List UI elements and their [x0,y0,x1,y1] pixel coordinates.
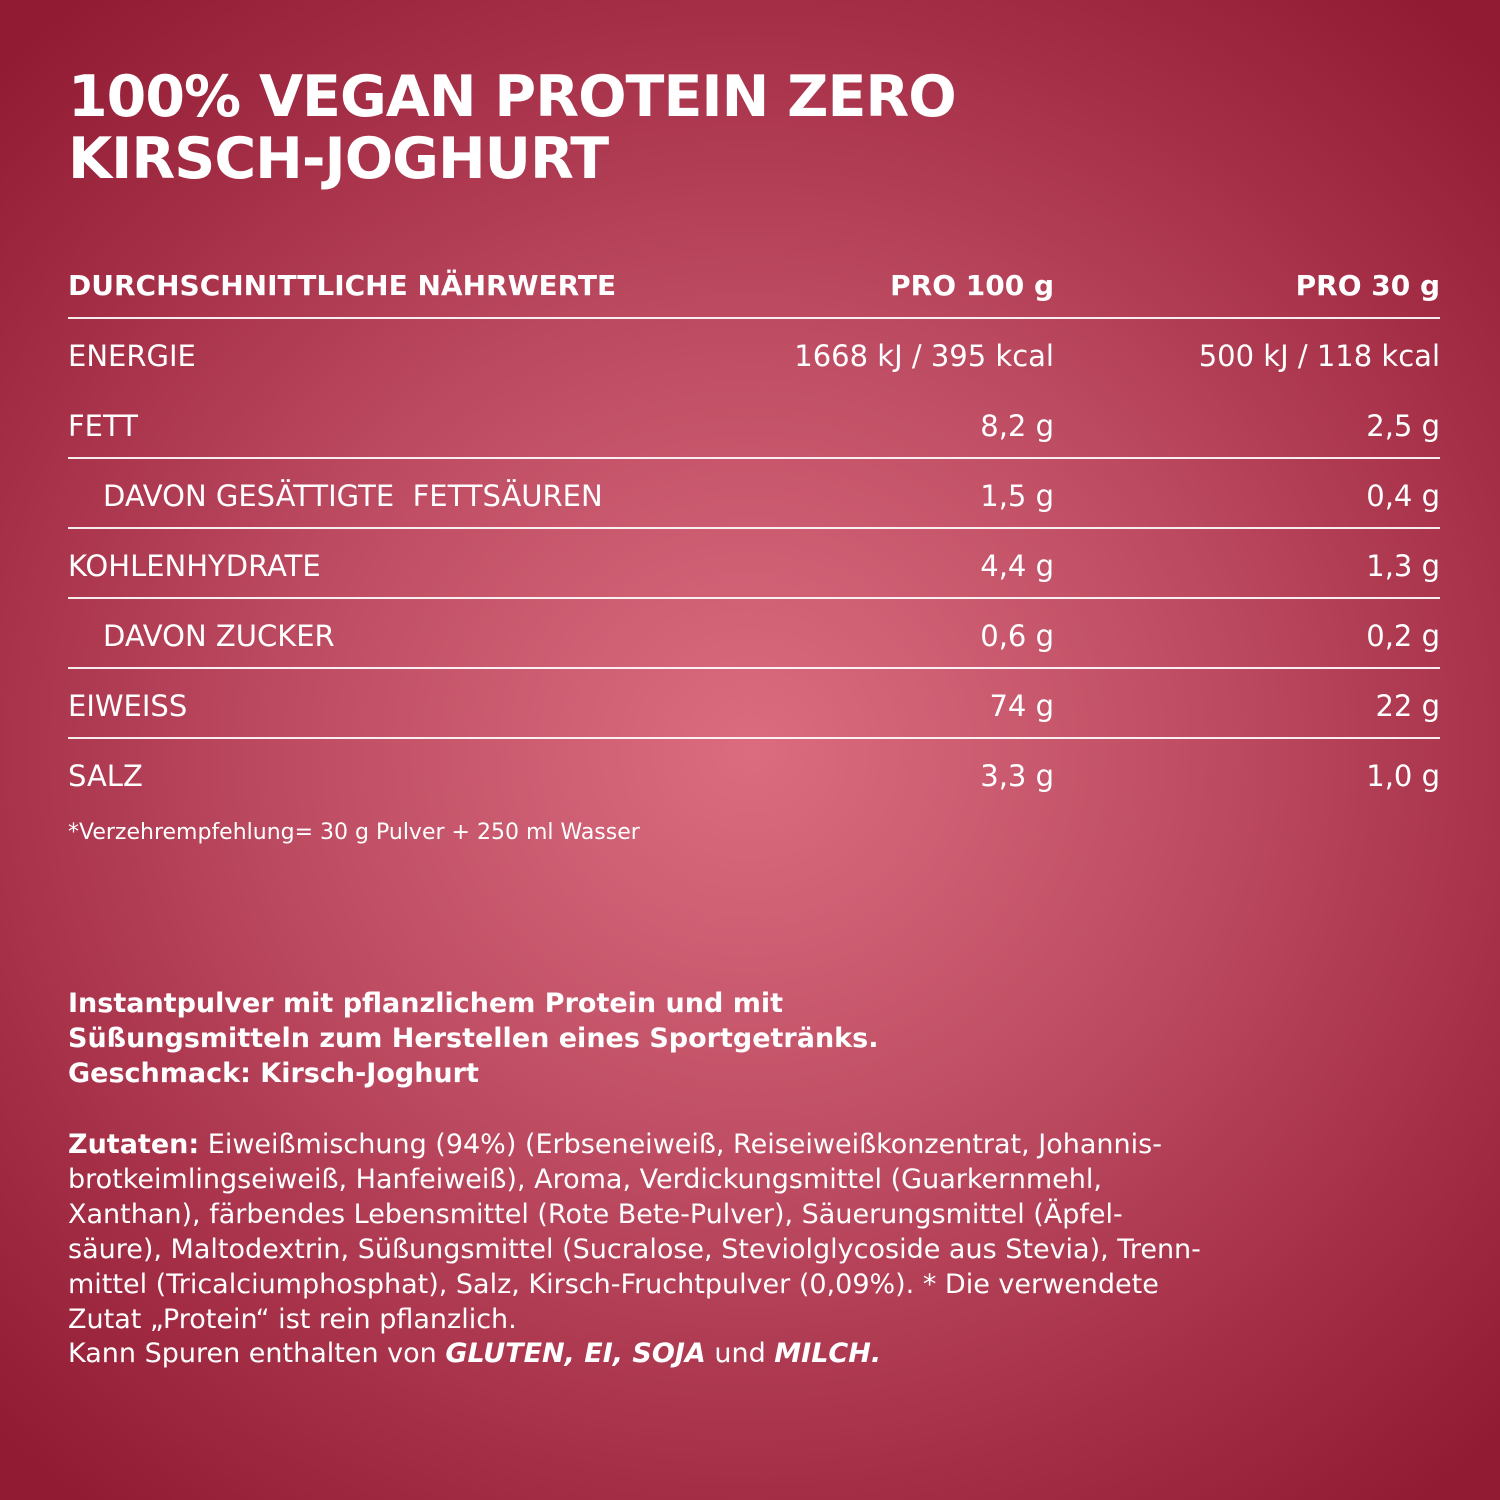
product-description: Instantpulver mit pflanzlichem Protein u… [68,986,1448,1091]
ingredients-text1: Eiweißmischung (94%) (Erbseneiweiß, Reis… [199,1129,1162,1160]
row-label: SALZ [68,759,143,793]
nutrition-header-label: DURCHSCHNITTLICHE NÄHRWERTE [68,269,617,302]
row-value-per30: 0,4 g [1366,479,1440,513]
table-row: KOHLENHYDRATE 4,4 g 1,3 g [68,529,1440,599]
table-row: SALZ 3,3 g 1,0 g [68,739,1440,809]
ingredients-line3: Xanthan), färbendes Lebensmittel (Rote B… [68,1199,1123,1230]
row-value-per30: 0,2 g [1366,619,1440,653]
nutrition-header-row: DURCHSCHNITTLICHE NÄHRWERTE PRO 100 g PR… [68,249,1440,319]
description-line2: Süßungsmitteln zum Herstellen eines Spor… [68,1023,879,1054]
ingredients-line6: Zutat „Protein“ ist rein pflanzlich. [68,1304,517,1335]
description-line3: Geschmack: Kirsch-Joghurt [68,1058,479,1089]
row-label: EIWEISS [68,689,188,723]
row-label: DAVON GESÄTTIGTE FETTSÄUREN [103,479,603,513]
row-value-per30: 22 g [1375,689,1440,723]
row-value-per100: 3,3 g [980,759,1054,793]
row-value-per100: 1668 kJ / 395 kcal [794,339,1054,373]
table-row: EIWEISS 74 g 22 g [68,669,1440,739]
row-value-per100: 8,2 g [980,409,1054,443]
row-label: KOHLENHYDRATE [68,549,321,583]
row-label: FETT [68,409,138,443]
row-value-per100: 74 g [989,689,1054,723]
ingredients-list: Zutaten: Eiweißmischung (94%) (Erbseneiw… [68,1127,1448,1337]
row-label: ENERGIE [68,339,196,373]
row-value-per30: 500 kJ / 118 kcal [1198,339,1440,373]
ingredients-line2: brotkeimlingseiweiß, Hanfeiweiß), Aroma,… [68,1164,1102,1195]
ingredients-label: Zutaten: [68,1129,200,1160]
row-value-per30: 1,0 g [1366,759,1440,793]
table-row: DAVON ZUCKER 0,6 g 0,2 g [68,599,1440,669]
allergen-notice: Kann Spuren enthalten von GLUTEN, EI, SO… [68,1336,1448,1371]
ingredients-line4: säure), Maltodextrin, Süßungsmittel (Suc… [68,1234,1201,1265]
allergen-prefix: Kann Spuren enthalten von [68,1338,446,1369]
nutrition-header-per30: PRO 30 g [1295,269,1440,302]
row-value-per30: 1,3 g [1366,549,1440,583]
table-row: FETT 8,2 g 2,5 g [68,389,1440,459]
row-value-per100: 1,5 g [980,479,1054,513]
serving-footnote: *Verzehrempfehlung= 30 g Pulver + 250 ml… [68,820,640,845]
product-title-line1: 100% VEGAN PROTEIN ZERO [68,64,957,130]
table-row: DAVON GESÄTTIGTE FETTSÄUREN 1,5 g 0,4 g [68,459,1440,529]
allergen-conj: und [705,1338,775,1369]
product-title-line2: KIRSCH-JOGHURT [68,126,609,192]
row-value-per30: 2,5 g [1366,409,1440,443]
row-value-per100: 0,6 g [980,619,1054,653]
nutrition-table: DURCHSCHNITTLICHE NÄHRWERTE PRO 100 g PR… [68,249,1440,809]
product-title: 100% VEGAN PROTEIN ZERO KIRSCH-JOGHURT [68,66,1448,190]
row-label: DAVON ZUCKER [103,619,335,653]
ingredients-line5: mittel (Tricalciumphosphat), Salz, Kirsc… [68,1269,1159,1300]
allergen-last: MILCH. [774,1338,882,1369]
ingredients-line1: Zutaten: Eiweißmischung (94%) (Erbseneiw… [68,1127,1448,1162]
row-value-per100: 4,4 g [980,549,1054,583]
nutrition-header-per100: PRO 100 g [890,269,1054,302]
allergen-list: GLUTEN, EI, SOJA [445,1338,706,1369]
description-line1: Instantpulver mit pflanzlichem Protein u… [68,988,784,1019]
table-row: ENERGIE 1668 kJ / 395 kcal 500 kJ / 118 … [68,319,1440,389]
